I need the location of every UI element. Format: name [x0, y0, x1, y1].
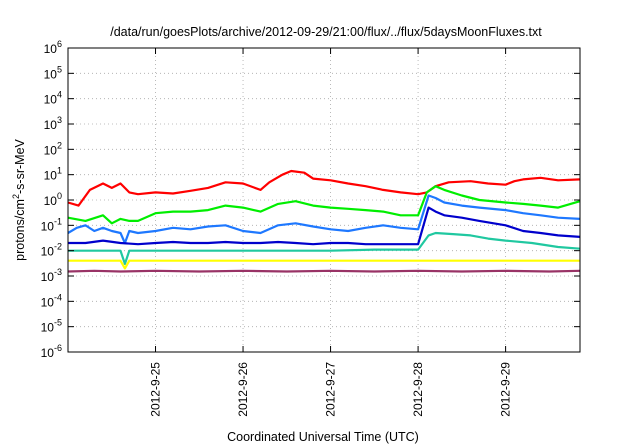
tick-marks	[68, 47, 580, 353]
series-line-3	[67, 194, 581, 245]
y-tick-label: 10-5	[41, 318, 62, 335]
series-line-1	[67, 169, 581, 207]
y-tick-label: 101	[44, 166, 62, 183]
grid-lines	[68, 48, 580, 352]
series-line-7	[67, 269, 581, 273]
x-tick-label: 2012-9-29	[499, 362, 513, 417]
y-tick-label: 105	[44, 64, 62, 81]
y-tick-label: 10-2	[41, 242, 62, 259]
y-tick-label: 100	[44, 191, 62, 208]
x-tick-label: 2012-9-25	[149, 362, 163, 417]
series-line-5	[68, 231, 581, 265]
y-tick-label: 10-6	[41, 343, 62, 360]
y-tick-label: 10-4	[41, 292, 62, 309]
y-tick-label: 10-1	[41, 216, 62, 233]
y-axis-label: protons/cm2-s-sr-MeV	[11, 138, 27, 260]
x-tick-label: 2012-9-27	[324, 362, 338, 417]
series-line-4	[68, 206, 581, 246]
y-tick-label: 103	[44, 115, 62, 132]
series-line-6	[68, 259, 580, 270]
series-group	[67, 169, 581, 273]
x-tick-label: 2012-9-28	[411, 362, 425, 417]
x-axis-label: Coordinated Universal Time (UTC)	[227, 430, 419, 444]
x-tick-labels: 2012-9-25 2012-9-26 2012-9-27 2012-9-28 2012…	[149, 362, 513, 417]
x-tick-label: 2012-9-26	[236, 362, 250, 417]
y-tick-label: 102	[44, 140, 62, 157]
y-tick-labels: 10-6 10-5 10-4 10-3 10-2 10-1 100 101 102 103 104 1…	[41, 39, 62, 360]
y-tick-label: 106	[44, 39, 62, 56]
y-tick-label: 104	[44, 90, 62, 107]
y-tick-label: 10-3	[41, 267, 62, 284]
series-line-2	[67, 185, 581, 225]
chart-title: /data/run/goesPlots/archive/2012-09-29/2…	[110, 25, 542, 39]
